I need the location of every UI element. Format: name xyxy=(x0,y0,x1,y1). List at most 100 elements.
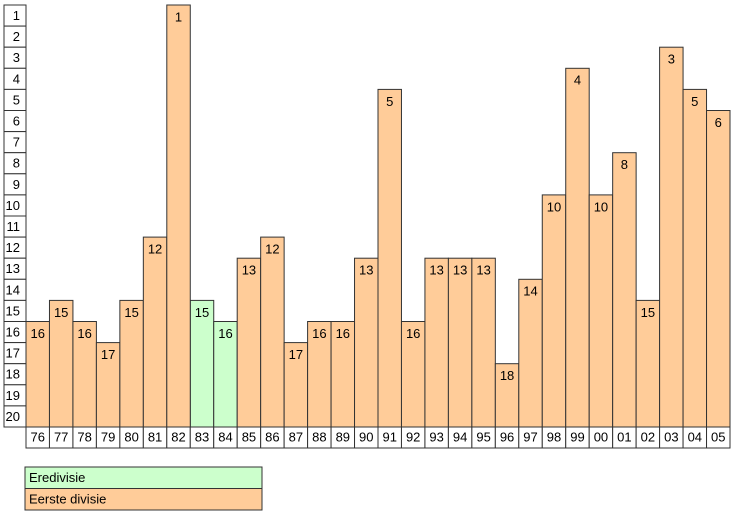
x-tick-label: 03 xyxy=(664,429,678,444)
value-label: 8 xyxy=(621,157,628,172)
x-tick-label: 76 xyxy=(30,429,44,444)
bar xyxy=(260,236,285,428)
value-label: 16 xyxy=(77,326,91,341)
y-tick-label: 8 xyxy=(13,156,20,171)
x-tick-label: 98 xyxy=(547,429,561,444)
y-tick-label: 15 xyxy=(6,303,20,318)
value-label: 15 xyxy=(54,305,68,320)
x-tick-label: 91 xyxy=(382,429,396,444)
bar xyxy=(612,152,637,428)
value-label: 5 xyxy=(386,94,393,109)
bar xyxy=(706,110,731,428)
x-tick-label: 77 xyxy=(54,429,68,444)
x-tick-label: 02 xyxy=(641,429,655,444)
x-tick-label: 95 xyxy=(476,429,490,444)
bar xyxy=(541,194,567,428)
y-tick-label: 18 xyxy=(6,367,20,382)
x-tick-label: 97 xyxy=(523,429,537,444)
value-label: 13 xyxy=(429,263,443,278)
x-tick-label: 99 xyxy=(570,429,584,444)
y-tick-label: 14 xyxy=(6,282,20,297)
value-label: 17 xyxy=(289,347,303,362)
value-label: 16 xyxy=(218,326,232,341)
x-tick-label: 80 xyxy=(124,429,138,444)
legend-label: Eredivisie xyxy=(29,470,85,485)
x-tick-label: 94 xyxy=(453,429,467,444)
x-tick-label: 01 xyxy=(617,429,631,444)
value-label: 16 xyxy=(312,326,326,341)
legend-label: Eerste divisie xyxy=(29,491,106,506)
value-label: 13 xyxy=(242,263,256,278)
value-label: 16 xyxy=(30,326,44,341)
y-tick-label: 13 xyxy=(6,261,20,276)
value-label: 5 xyxy=(691,94,698,109)
bar xyxy=(447,257,473,428)
bar xyxy=(565,67,590,428)
y-tick-label: 1 xyxy=(13,8,20,23)
y-tick-label: 20 xyxy=(6,409,20,424)
x-tick-label: 96 xyxy=(500,429,514,444)
x-tick-label: 90 xyxy=(359,429,373,444)
x-tick-label: 78 xyxy=(77,429,91,444)
bar xyxy=(471,257,496,428)
value-label: 13 xyxy=(476,263,490,278)
x-tick-label: 84 xyxy=(218,429,232,444)
legend-swatch xyxy=(24,488,263,511)
value-label: 16 xyxy=(406,326,420,341)
x-tick-label: 83 xyxy=(195,429,209,444)
bar xyxy=(142,236,168,428)
value-label: 4 xyxy=(574,73,581,88)
value-label: 16 xyxy=(336,326,350,341)
value-label: 12 xyxy=(148,242,162,257)
value-label: 1 xyxy=(175,9,182,24)
y-tick-label: 17 xyxy=(6,346,20,361)
x-tick-label: 87 xyxy=(289,429,303,444)
y-tick-label: 3 xyxy=(13,50,20,65)
value-label: 14 xyxy=(523,284,537,299)
y-tick-label: 5 xyxy=(13,92,20,107)
bar xyxy=(354,257,379,428)
bar xyxy=(166,4,191,428)
value-label: 18 xyxy=(500,368,514,383)
y-tick-label: 16 xyxy=(6,324,20,339)
value-label: 3 xyxy=(668,52,675,67)
value-label: 10 xyxy=(594,199,608,214)
x-tick-label: 92 xyxy=(406,429,420,444)
y-tick-label: 2 xyxy=(13,29,20,44)
y-tick-label: 9 xyxy=(13,177,20,192)
value-label: 13 xyxy=(359,263,373,278)
bar xyxy=(682,88,708,428)
value-label: 15 xyxy=(641,305,655,320)
y-tick-label: 4 xyxy=(13,71,20,86)
x-tick-label: 93 xyxy=(429,429,443,444)
x-tick-label: 00 xyxy=(594,429,608,444)
value-label: 15 xyxy=(124,305,138,320)
y-tick-label: 11 xyxy=(7,219,21,234)
x-tick-label: 86 xyxy=(265,429,279,444)
bar xyxy=(588,194,614,428)
x-tick-label: 89 xyxy=(336,429,350,444)
bar xyxy=(424,257,449,428)
y-tick-label: 7 xyxy=(13,135,20,150)
x-tick-label: 88 xyxy=(312,429,326,444)
bar xyxy=(518,278,543,428)
value-label: 17 xyxy=(101,347,115,362)
bar xyxy=(236,257,262,428)
x-tick-label: 05 xyxy=(711,429,725,444)
y-tick-label: 10 xyxy=(6,198,20,213)
y-tick-label: 12 xyxy=(6,240,20,255)
x-tick-label: 81 xyxy=(148,429,162,444)
y-tick-label: 6 xyxy=(13,113,20,128)
bar xyxy=(659,46,684,428)
bar xyxy=(377,88,402,428)
value-label: 6 xyxy=(715,115,722,130)
x-tick-label: 79 xyxy=(101,429,115,444)
x-tick-label: 04 xyxy=(688,429,702,444)
value-label: 15 xyxy=(195,305,209,320)
y-tick-label: 19 xyxy=(6,388,20,403)
value-label: 12 xyxy=(265,242,279,257)
x-tick-label: 85 xyxy=(242,429,256,444)
x-tick-label: 82 xyxy=(171,429,185,444)
value-label: 13 xyxy=(453,263,467,278)
